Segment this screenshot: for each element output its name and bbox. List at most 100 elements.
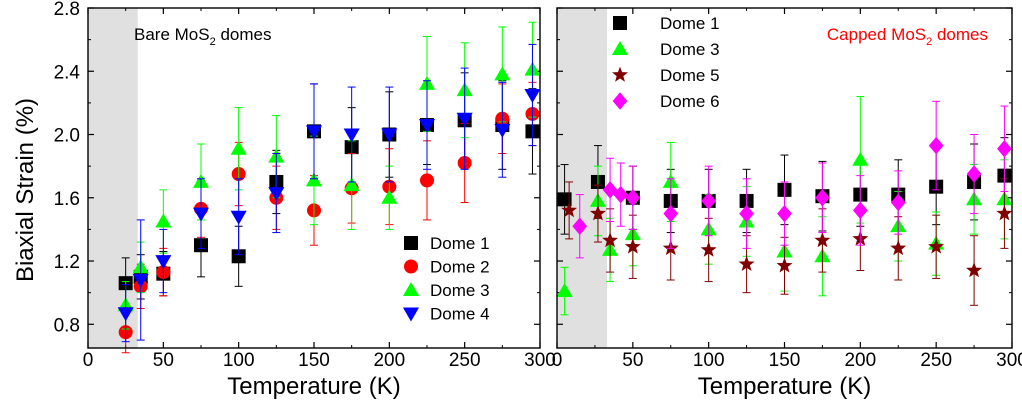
data-point	[456, 112, 473, 127]
data-point	[381, 128, 398, 143]
data-point	[561, 202, 578, 218]
data-point	[928, 136, 944, 155]
series-dome-6	[572, 100, 1012, 259]
data-point	[613, 185, 629, 204]
x-tick-label: 100	[693, 350, 725, 371]
panel-label: Bare MoS2 domes	[134, 25, 271, 48]
x-axis-label: Temperature (K)	[227, 373, 400, 400]
x-tick-label: 300	[524, 350, 556, 371]
data-point	[231, 249, 246, 264]
series-dome-4	[117, 43, 541, 343]
x-tick-label: 250	[920, 350, 952, 371]
x-tick-label: 150	[769, 350, 801, 371]
data-point	[343, 177, 360, 192]
data-point	[155, 213, 172, 228]
legend-marker	[402, 307, 420, 322]
data-point	[305, 125, 323, 140]
x-tick-label: 150	[298, 350, 330, 371]
data-point	[557, 192, 572, 207]
data-point	[852, 151, 869, 166]
data-point	[700, 241, 717, 257]
legend-marker	[613, 16, 627, 30]
data-point	[777, 204, 792, 223]
data-point	[381, 189, 398, 204]
data-point	[230, 210, 247, 225]
y-tick-label: 0.8	[54, 315, 80, 336]
y-tick-label: 1.6	[54, 189, 80, 210]
legend-label: Dome 2	[430, 258, 490, 277]
legend-label: Dome 1	[430, 234, 490, 253]
legend-marker	[402, 281, 420, 296]
legend-label: Dome 3	[660, 40, 720, 59]
data-point	[556, 283, 573, 298]
panel-bare-domes: 0 50 100 150 200 250 300 0.8 1.2 1.6 2.0 2.4 2.8 Temp…	[54, 0, 556, 400]
data-point	[524, 89, 541, 104]
shaded-region	[88, 8, 138, 348]
data-point	[624, 238, 641, 254]
data-point	[997, 139, 1012, 158]
data-point	[966, 262, 983, 278]
x-tick-label: 0	[552, 350, 563, 371]
data-point	[815, 189, 830, 207]
data-point	[192, 207, 210, 222]
legend-label: Dome 3	[430, 281, 490, 300]
x-tick-label: 200	[844, 350, 876, 371]
data-point	[268, 187, 285, 202]
plot-frame	[87, 7, 541, 349]
legend-label: Dome 6	[660, 92, 720, 111]
y-tick-label: 2.0	[54, 126, 80, 147]
legend-label: Dome 1	[660, 14, 720, 33]
x-axis-label: Temperature (K)	[698, 373, 871, 400]
x-tick-label: 0	[83, 350, 94, 371]
legend-marker	[404, 259, 418, 274]
x-tick-label: 50	[622, 350, 643, 371]
legend-marker	[404, 236, 418, 250]
data-point	[996, 205, 1013, 221]
panel-capped-domes: 0 50 100 150 200 250 300 Temperature (K) Capped …	[552, 7, 1022, 400]
data-point	[602, 181, 618, 199]
data-point	[418, 119, 436, 134]
data-point	[701, 192, 717, 210]
data-point	[494, 123, 511, 138]
x-tick-label: 250	[449, 350, 481, 371]
data-point	[966, 165, 982, 183]
legend-marker	[612, 92, 628, 110]
data-point	[890, 239, 907, 256]
y-tick-label: 2.4	[54, 62, 81, 83]
y-tick-label: 2.8	[54, 0, 80, 20]
y-tick-label: 1.2	[54, 252, 80, 273]
data-point	[776, 257, 793, 273]
legend: Dome 1 Dome 3 Dome 5 Dome 6	[611, 14, 720, 111]
legend: Dome 1 Dome 2 Dome 3 Dome 4	[402, 234, 490, 324]
data-point	[155, 255, 172, 270]
data-point	[117, 307, 134, 322]
data-point	[602, 232, 619, 248]
legend-label: Dome 5	[660, 66, 720, 85]
data-point	[738, 255, 755, 271]
data-point	[572, 217, 588, 235]
data-point	[305, 172, 323, 187]
data-point	[739, 204, 754, 223]
x-tick-label: 200	[373, 350, 405, 371]
panel-label: Capped MoS2 domes	[827, 25, 988, 48]
legend-label: Dome 4	[430, 305, 490, 324]
x-tick-label: 50	[153, 350, 174, 371]
legend-marker	[612, 66, 628, 82]
data-point	[132, 274, 149, 289]
y-axis-label: Biaxial Strain (%)	[12, 98, 39, 282]
data-point	[814, 232, 831, 248]
x-tick-label: 100	[223, 350, 255, 371]
data-point	[852, 201, 868, 220]
data-point	[343, 128, 360, 143]
x-tick-label: 300	[996, 350, 1022, 371]
data-point	[890, 193, 906, 212]
data-point	[494, 66, 511, 81]
data-point	[663, 204, 679, 223]
legend-marker	[611, 40, 629, 55]
data-point	[928, 238, 945, 254]
data-point	[420, 173, 434, 188]
data-point	[230, 140, 247, 155]
data-point	[625, 189, 641, 207]
plot-frame	[556, 7, 1013, 349]
